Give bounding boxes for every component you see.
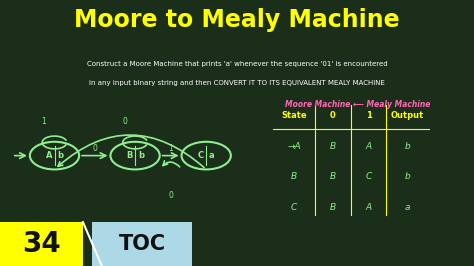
FancyBboxPatch shape bbox=[92, 222, 192, 266]
Text: State: State bbox=[281, 111, 307, 120]
Text: b: b bbox=[405, 172, 410, 181]
FancyArrowPatch shape bbox=[58, 135, 204, 168]
Text: b: b bbox=[405, 142, 410, 151]
Text: Moore to Mealy Machine: Moore to Mealy Machine bbox=[74, 8, 400, 32]
Text: 34: 34 bbox=[22, 230, 61, 258]
Text: B: B bbox=[330, 142, 336, 151]
Text: Moore Machine ⟵ Mealy Machine: Moore Machine ⟵ Mealy Machine bbox=[285, 100, 430, 109]
Text: 1: 1 bbox=[128, 231, 133, 240]
Text: 0: 0 bbox=[168, 191, 173, 200]
Text: →A: →A bbox=[287, 142, 301, 151]
Text: A: A bbox=[365, 203, 372, 212]
Text: b: b bbox=[57, 151, 63, 160]
Text: 0: 0 bbox=[330, 111, 336, 120]
Text: 1: 1 bbox=[365, 111, 372, 120]
Text: 1: 1 bbox=[168, 144, 173, 153]
Text: 0: 0 bbox=[122, 117, 127, 126]
Text: 1: 1 bbox=[41, 117, 46, 126]
Text: in any input binary string and then CONVERT IT TO ITS EQUIVALENT MEALY MACHINE: in any input binary string and then CONV… bbox=[89, 80, 385, 86]
Text: a: a bbox=[405, 203, 410, 212]
Text: B: B bbox=[330, 203, 336, 212]
Text: TOC: TOC bbox=[118, 234, 166, 254]
Text: B: B bbox=[126, 151, 133, 160]
FancyArrowPatch shape bbox=[163, 161, 180, 167]
Text: Output: Output bbox=[391, 111, 424, 120]
Text: C: C bbox=[198, 151, 203, 160]
Text: Construct a Moore Machine that prints 'a' whenever the sequence '01' is encounte: Construct a Moore Machine that prints 'a… bbox=[87, 61, 387, 67]
Text: b: b bbox=[138, 151, 144, 160]
Text: C: C bbox=[291, 203, 297, 212]
Text: a: a bbox=[209, 151, 215, 160]
FancyBboxPatch shape bbox=[0, 222, 83, 266]
Text: A: A bbox=[365, 142, 372, 151]
Text: C: C bbox=[365, 172, 372, 181]
Text: 0: 0 bbox=[92, 144, 97, 153]
Text: B: B bbox=[291, 172, 297, 181]
Text: A: A bbox=[46, 151, 52, 160]
Text: B: B bbox=[330, 172, 336, 181]
